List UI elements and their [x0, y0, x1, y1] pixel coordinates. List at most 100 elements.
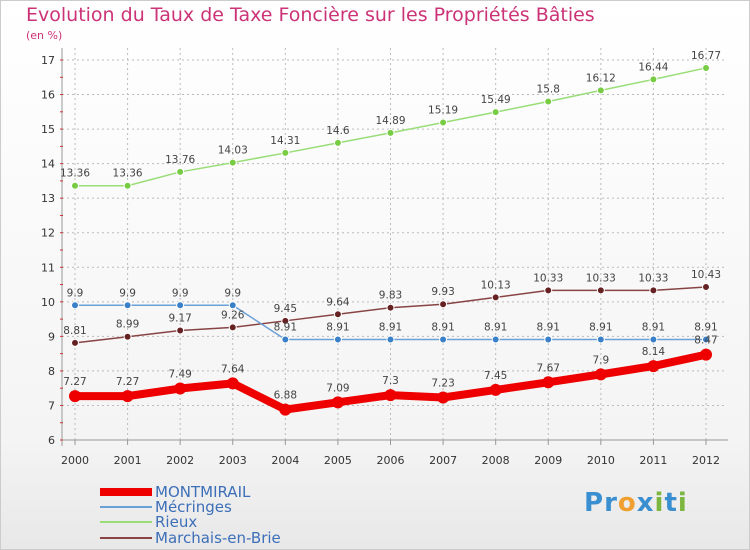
data-point-mecringes — [702, 335, 710, 344]
chart-subtitle: (en %) — [26, 29, 63, 42]
data-label-rieux: 16.77 — [691, 50, 721, 62]
data-point-marchais-en-brie — [71, 338, 79, 347]
data-label-montmirail: 7.23 — [431, 378, 454, 390]
x-tick-label: 2012 — [692, 454, 720, 467]
data-point-montmirail — [69, 390, 81, 403]
data-label-montmirail: 7.49 — [168, 369, 191, 381]
data-label-montmirail: 6.88 — [274, 390, 297, 402]
data-label-rieux: 14.89 — [375, 115, 405, 127]
data-label-rieux: 13.76 — [165, 154, 195, 166]
data-point-mecringes — [386, 335, 395, 344]
data-point-montmirail — [121, 390, 134, 403]
data-label-marchais-en-brie: 10.33 — [638, 272, 668, 284]
data-point-marchais-en-brie — [123, 332, 132, 341]
data-label-mecringes: 8.91 — [642, 321, 665, 333]
y-tick-label: 7 — [48, 399, 55, 412]
data-label-mecringes: 9.9 — [172, 287, 189, 299]
y-tick-label: 13 — [41, 192, 55, 205]
data-point-montmirail — [594, 368, 607, 381]
proxiti-logo: Proxiti — [584, 488, 688, 518]
data-label-mecringes: 8.91 — [431, 321, 454, 333]
data-label-mecringes: 8.91 — [326, 321, 349, 333]
data-point-marchais-en-brie — [176, 326, 185, 335]
data-point-rieux — [123, 181, 132, 190]
data-label-marchais-en-brie: 10.43 — [691, 269, 721, 281]
chart-title: Evolution du Taux de Taxe Foncière sur l… — [26, 4, 595, 26]
data-point-rieux — [596, 86, 605, 95]
data-label-mecringes: 9.9 — [67, 287, 84, 299]
data-point-mecringes — [596, 335, 605, 344]
data-point-rieux — [281, 148, 290, 157]
data-point-rieux — [176, 167, 185, 176]
data-label-rieux: 13.36 — [113, 168, 143, 180]
x-tick-label: 2006 — [377, 454, 405, 467]
data-point-montmirail — [226, 377, 239, 390]
data-label-mecringes: 8.91 — [379, 321, 402, 333]
x-tick-label: 2001 — [114, 454, 142, 467]
data-point-rieux — [228, 158, 237, 167]
data-point-marchais-en-brie — [439, 300, 448, 309]
data-point-mecringes — [123, 301, 132, 310]
data-label-mecringes: 8.91 — [694, 321, 717, 333]
y-tick-label: 17 — [41, 54, 55, 67]
data-point-rieux — [71, 181, 79, 190]
y-tick-label: 8 — [48, 365, 55, 378]
legend-swatch-mecringes — [100, 506, 152, 508]
data-point-montmirail — [489, 383, 502, 396]
data-point-rieux — [386, 128, 395, 137]
data-label-mecringes: 8.91 — [589, 321, 612, 333]
data-label-rieux: 15.8 — [537, 83, 560, 95]
legend-label-mecringes: Mécringes — [155, 498, 232, 516]
data-label-montmirail: 7.67 — [537, 362, 560, 374]
data-point-marchais-en-brie — [281, 316, 290, 325]
y-tick-label: 9 — [48, 330, 55, 343]
legend-item-marchais-en-brie: Marchais-en-Brie — [100, 529, 281, 547]
data-point-marchais-en-brie — [702, 282, 710, 291]
data-label-mecringes: 9.9 — [119, 287, 136, 299]
data-label-mecringes: 8.91 — [537, 321, 560, 333]
x-tick-label: 2004 — [271, 454, 299, 467]
data-label-marchais-en-brie: 10.13 — [481, 279, 511, 291]
x-tick-label: 2009 — [534, 454, 562, 467]
data-point-montmirail — [384, 389, 397, 402]
data-point-montmirail — [279, 403, 292, 416]
data-label-marchais-en-brie: 9.45 — [274, 303, 297, 315]
data-point-marchais-en-brie — [491, 293, 500, 302]
legend-item-rieux: Rieux — [100, 513, 198, 531]
data-label-marchais-en-brie: 8.81 — [63, 325, 86, 337]
legend-swatch-marchais-en-brie — [100, 537, 152, 539]
data-point-marchais-en-brie — [649, 286, 658, 295]
data-label-marchais-en-brie: 9.26 — [221, 309, 245, 321]
data-label-marchais-en-brie: 9.64 — [326, 296, 350, 308]
data-label-montmirail: 7.9 — [592, 354, 609, 366]
data-point-montmirail — [331, 396, 344, 409]
logo-letter: i — [654, 488, 665, 518]
data-point-rieux — [702, 63, 710, 72]
data-label-marchais-en-brie: 10.33 — [586, 272, 616, 284]
y-tick-label: 6 — [48, 434, 55, 447]
x-tick-label: 2005 — [324, 454, 352, 467]
data-point-rieux — [544, 97, 553, 106]
data-point-marchais-en-brie — [544, 286, 553, 295]
logo-letter: o — [617, 488, 637, 518]
data-label-mecringes: 8.91 — [274, 321, 297, 333]
data-point-marchais-en-brie — [386, 303, 395, 312]
data-point-rieux — [333, 138, 342, 147]
x-tick-label: 2007 — [429, 454, 457, 467]
data-point-mecringes — [71, 301, 79, 310]
data-label-montmirail: 7.45 — [484, 370, 507, 382]
data-point-marchais-en-brie — [596, 286, 605, 295]
legend-swatch-montmirail — [100, 488, 152, 496]
data-point-rieux — [649, 75, 658, 84]
data-point-marchais-en-brie — [228, 323, 237, 332]
data-label-rieux: 15.19 — [428, 105, 458, 117]
data-label-montmirail: 8.47 — [694, 335, 717, 347]
data-point-mecringes — [649, 335, 658, 344]
data-point-mecringes — [491, 335, 500, 344]
logo-letter: t — [664, 488, 678, 518]
y-tick-label: 16 — [41, 89, 55, 102]
y-tick-label: 12 — [41, 227, 55, 240]
legend-label-rieux: Rieux — [155, 513, 198, 531]
data-label-rieux: 16.12 — [586, 72, 616, 84]
